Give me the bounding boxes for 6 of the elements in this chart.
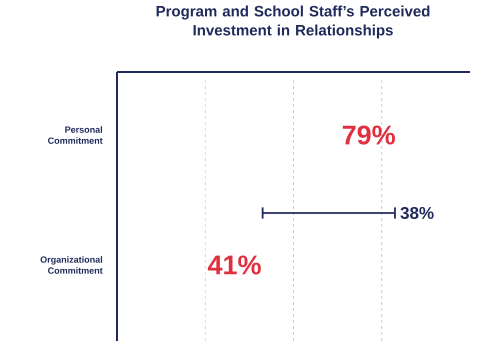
text: Program and School Staff’s Perceived Investment in Relationships bbox=[156, 6, 430, 38]
text: 38% bbox=[400, 206, 434, 220]
data-label: 79% bbox=[342, 125, 395, 145]
category-label: Personal Commitment bbox=[48, 126, 103, 144]
data-label: 41% bbox=[208, 255, 261, 274]
category-label: Organizational Commitment bbox=[40, 256, 103, 274]
